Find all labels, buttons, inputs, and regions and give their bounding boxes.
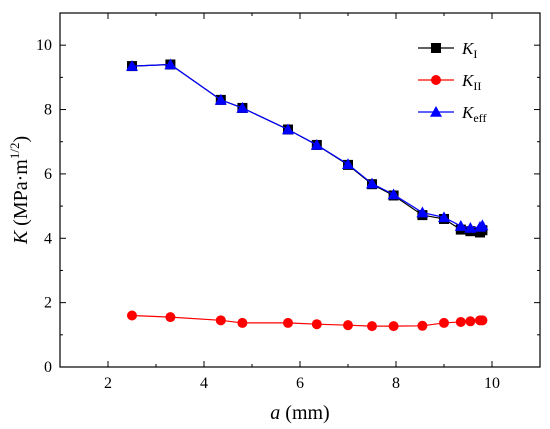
data-point-eff	[454, 220, 467, 231]
data-point-eff	[164, 58, 177, 70]
y-tick-label: 0	[44, 359, 52, 376]
legend-entry-eff: Keff	[418, 103, 486, 125]
series-I	[127, 59, 488, 238]
legend-label-main: K	[461, 103, 475, 122]
axis-ticks: 2 4 6 8 10 0 2 4 6 8 10	[36, 12, 541, 392]
legend-marker	[431, 43, 441, 53]
y-axis-var: K	[10, 229, 32, 245]
legend-label: Keff	[461, 103, 486, 125]
data-point-eff	[126, 60, 138, 71]
series-line-eff	[131, 63, 483, 229]
y-axis-title: K (MPa·m1/2)	[7, 136, 32, 245]
data-point-eff	[366, 177, 378, 189]
legend-marker	[430, 106, 442, 117]
data-point-II	[477, 315, 488, 326]
x-axis-var: a	[270, 402, 280, 424]
x-tick-label: 2	[104, 375, 112, 392]
legend-entry-II: KII	[418, 71, 481, 93]
series-layer	[126, 58, 489, 332]
data-point-II	[388, 321, 399, 332]
series-eff	[126, 58, 489, 233]
data-point-eff	[342, 158, 354, 170]
data-point-II	[215, 315, 226, 326]
legend-label: KII	[461, 71, 481, 93]
data-point-II	[311, 319, 322, 330]
legend-marker	[431, 75, 441, 85]
data-point-II	[127, 310, 137, 321]
y-tick-label: 2	[44, 295, 52, 312]
y-axis-close: )	[10, 136, 32, 143]
data-point-II	[165, 312, 176, 323]
legend-label: KI	[461, 39, 477, 61]
data-point-eff	[416, 206, 429, 218]
data-point-II	[367, 321, 377, 332]
y-tick-label: 6	[44, 166, 52, 183]
legend-label-sub: II	[473, 79, 481, 93]
data-point-II	[439, 317, 449, 328]
legend-entry-I: KI	[418, 39, 477, 61]
series-line-I	[131, 63, 483, 234]
data-point-II	[455, 316, 466, 327]
data-point-II	[343, 320, 353, 331]
data-point-eff	[282, 123, 294, 135]
data-point-eff	[387, 188, 400, 200]
data-point-eff	[310, 138, 323, 150]
legend-label-sub: eff	[473, 111, 486, 125]
data-point-II	[465, 316, 476, 327]
series-line-II	[131, 314, 483, 327]
legend-label-sub: I	[473, 47, 477, 61]
data-point-II	[237, 317, 248, 328]
data-point-eff	[464, 221, 477, 233]
y-tick-label: 8	[44, 102, 52, 119]
data-point-eff	[476, 219, 489, 231]
data-point-eff	[214, 93, 227, 105]
data-point-eff	[438, 211, 450, 223]
y-axis-exponent: 1/2	[7, 143, 22, 160]
y-tick-label: 4	[44, 230, 52, 247]
x-tick-label: 8	[392, 375, 400, 392]
data-point-II	[283, 317, 293, 328]
legend-label-main: K	[461, 39, 475, 58]
x-tick-label: 4	[200, 375, 208, 392]
legend-label-main: K	[461, 71, 475, 90]
y-axis-unit: (MPa·m	[10, 159, 32, 231]
x-tick-label: 6	[296, 375, 304, 392]
y-tick-label: 10	[36, 37, 52, 54]
data-point-eff	[236, 101, 249, 113]
x-axis-title: a (mm)	[270, 402, 329, 424]
data-point-II	[417, 320, 428, 331]
x-axis-unit: (mm)	[280, 402, 329, 424]
x-tick-label: 10	[484, 375, 500, 392]
series-II	[127, 310, 488, 332]
